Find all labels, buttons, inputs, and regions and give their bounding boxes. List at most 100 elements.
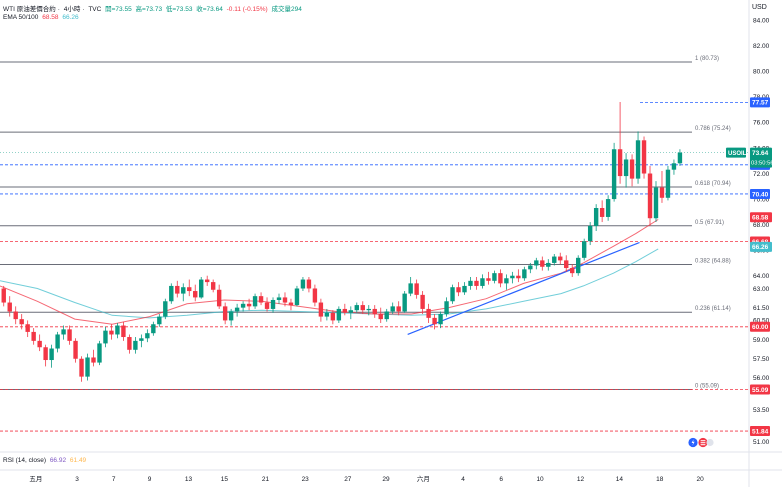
candle-body	[252, 296, 258, 307]
candle-body	[348, 310, 354, 313]
candle-body	[181, 287, 186, 294]
x-tick-label: 29	[382, 476, 390, 483]
close-value: 收=73.64	[196, 6, 223, 13]
candle-body	[222, 306, 228, 321]
fib-label: 0 (55.09)	[695, 384, 719, 390]
candle-body	[390, 306, 395, 312]
candle-body	[169, 285, 174, 302]
x-tick-label: 12	[577, 476, 585, 483]
x-tick-label: 3	[75, 476, 79, 483]
replay-icons[interactable]	[688, 437, 714, 448]
y-tick-label: 61.50	[753, 305, 770, 312]
candle-body	[468, 280, 473, 286]
fib-label: 0.618 (70.94)	[695, 181, 731, 187]
candle-body	[552, 256, 557, 263]
y-tick-label: 70.00	[753, 196, 770, 203]
candle-body	[474, 280, 479, 286]
candle-body	[49, 348, 54, 361]
source-label: TVC	[88, 6, 102, 13]
candle-body	[492, 273, 497, 281]
y-tick-label: 63.00	[753, 286, 770, 293]
ema100-value: 66.26	[62, 14, 79, 21]
candle-body	[570, 268, 575, 274]
candle-body	[581, 241, 587, 258]
y-tick-label: 72.00	[753, 171, 770, 178]
candle-body	[432, 317, 437, 325]
fib-label: 0.236 (61.14)	[695, 306, 731, 312]
candle-body	[342, 308, 348, 313]
x-tick-label: 9	[148, 476, 152, 483]
candle-body	[336, 308, 342, 321]
price-tag-bg	[750, 97, 770, 108]
horizontal-lines	[0, 101, 749, 432]
candle-body	[127, 337, 132, 350]
ema50-value: 68.58	[42, 14, 59, 21]
candle-body	[522, 269, 527, 279]
rsi-label: RSI (14, close)	[3, 457, 46, 464]
low-value: 低=73.53	[165, 6, 193, 13]
price-tag-label: 51.84	[752, 428, 769, 435]
candle-body	[91, 357, 96, 363]
candle-body	[228, 311, 234, 321]
candle-body	[43, 347, 48, 361]
candle-body	[61, 329, 66, 335]
candle-body	[617, 149, 623, 177]
candle-body	[204, 279, 210, 283]
candle-body	[25, 324, 30, 332]
candle-body	[671, 163, 677, 170]
price-tags: 77.5772.6870.4066.6860.0055.0951.8473.64…	[726, 97, 774, 437]
y-tick-label: 64.00	[753, 273, 770, 280]
candle-body	[133, 340, 138, 350]
candle-body	[300, 279, 306, 289]
ema-label: EMA 50/100	[3, 14, 39, 21]
candle-body	[55, 334, 60, 349]
y-tick-label: 59.00	[753, 337, 770, 344]
candle-body	[462, 285, 467, 293]
currency-label: USD	[752, 4, 767, 11]
x-tick-label: 21	[262, 476, 270, 483]
candle-body	[354, 305, 359, 311]
candle-body	[498, 273, 503, 284]
fib-label: 1 (80.73)	[695, 56, 719, 62]
ema50-line	[0, 219, 659, 325]
candle-body	[121, 325, 126, 338]
candle-body	[79, 358, 84, 377]
candle-body	[665, 169, 671, 198]
price-tag-label: 73.64	[752, 150, 769, 157]
candle-body	[264, 302, 270, 309]
candle-body	[378, 314, 383, 320]
candle-body	[653, 187, 659, 219]
x-tick-label: 6	[499, 476, 503, 483]
price-tag-label: 77.57	[752, 100, 769, 107]
candle-body	[587, 225, 593, 242]
symbol-tag-bg	[726, 147, 746, 158]
candle-body	[157, 316, 162, 325]
candle-body	[366, 308, 371, 311]
candle-body	[324, 312, 330, 317]
candle-body	[641, 140, 647, 174]
candle-body	[163, 301, 168, 317]
fib-label: 0.5 (67.91)	[695, 220, 724, 226]
y-tick-label: 57.50	[753, 356, 770, 363]
candle-body	[13, 311, 18, 320]
ema-legend: EMA 50/100 68.58 66.26	[3, 14, 81, 21]
candle-body	[276, 297, 282, 300]
candle-body	[546, 262, 551, 267]
candle-body	[139, 338, 144, 341]
price-tag-label: 66.26	[752, 244, 769, 251]
rsi-ma-value: 61.49	[69, 457, 87, 464]
candle-body	[647, 173, 653, 219]
candle-body	[187, 287, 192, 292]
rsi-value: 66.92	[49, 457, 67, 464]
y-axis: 51.00 53.50 56.00 57.50 59.00 60.50 61.50 63.00…	[753, 18, 770, 447]
x-tick-label: 7	[112, 476, 116, 483]
x-tick-label: 27	[344, 476, 352, 483]
candle-body	[294, 288, 300, 306]
price-tag-bg	[750, 241, 772, 252]
x-tick-label: 10	[536, 476, 544, 483]
candle-body	[67, 329, 72, 341]
candle-body	[510, 275, 515, 279]
price-tag-label: 55.09	[752, 387, 769, 394]
candle-body	[456, 287, 461, 293]
